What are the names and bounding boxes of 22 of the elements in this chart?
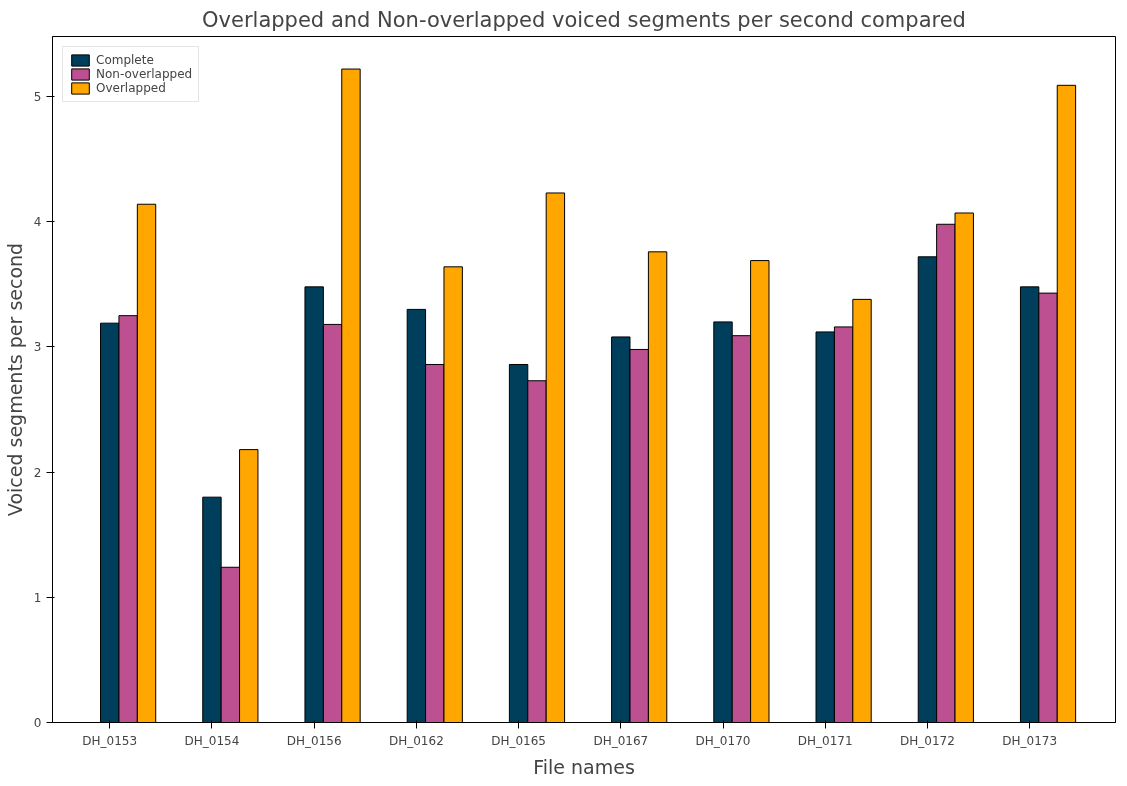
x-tick-label: DH_0154: [184, 733, 240, 748]
y-axis-title: Voiced segments per second: [3, 242, 26, 517]
legend-label: Overlapped: [96, 81, 166, 95]
x-tick-label: DH_0171: [797, 733, 853, 748]
x-tick-label: DH_0165: [491, 733, 546, 748]
y-tick-label: 1: [33, 590, 42, 605]
y-tick-label: 0: [33, 716, 42, 730]
legend-label: Non-overlapped: [96, 67, 193, 81]
legend-label: Complete: [96, 53, 154, 67]
x-tick-label: DH_0156: [286, 733, 342, 748]
x-tick-label: DH_0173: [1002, 733, 1058, 748]
y-tick-label: 3: [33, 340, 42, 355]
x-axis-title: File names: [533, 755, 635, 778]
x-tick-label: DH_0162: [388, 733, 444, 748]
x-tick-label: DH_0167: [593, 733, 649, 748]
x-tick-label: DH_0170: [695, 733, 751, 748]
y-tick-label: 4: [33, 215, 42, 230]
chart-title: Overlapped and Non-overlapped voiced segments per second compared: [202, 7, 966, 32]
y-tick-label: 2: [33, 465, 42, 480]
x-tick-label: DH_0153: [82, 733, 138, 748]
y-tick-label: 5: [33, 90, 42, 105]
x-tick-label: DH_0172: [900, 733, 955, 748]
